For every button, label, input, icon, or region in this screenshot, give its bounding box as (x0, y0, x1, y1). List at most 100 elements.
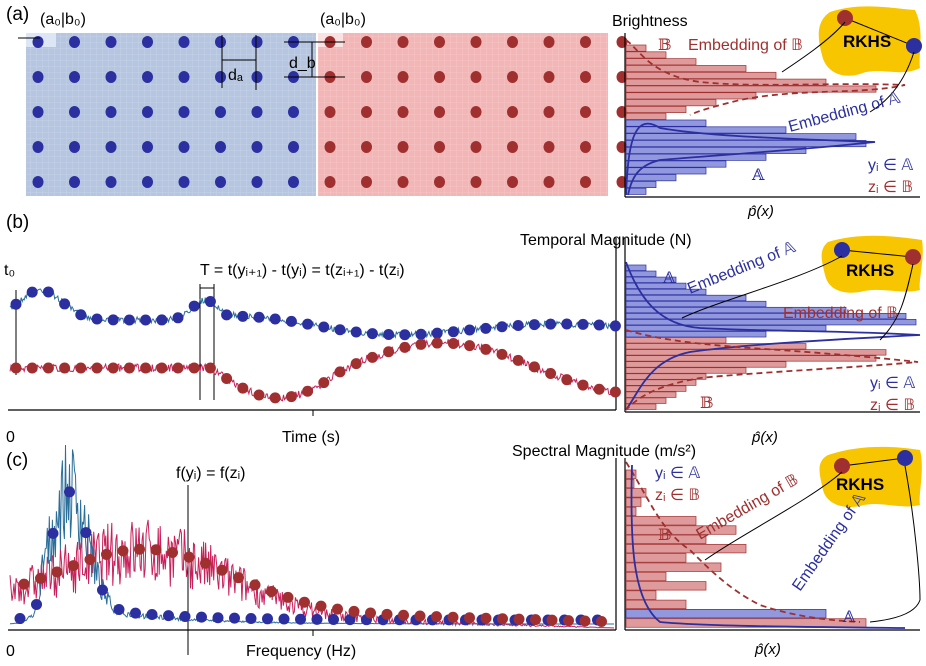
hist-bar-a (625, 294, 747, 302)
legend-y-a: yᵢ ∈ 𝔸 (868, 157, 913, 174)
red-dot (470, 36, 482, 48)
hist-bar-b (625, 478, 635, 489)
sample-y (285, 315, 297, 327)
embed-label-a: Embedding of 𝔸 (787, 90, 903, 136)
panel-a: (a) (a₀|b₀) (a₀|b₀) dₐ d_b Brightness p̂… (6, 4, 922, 220)
red-dot (543, 71, 555, 83)
blue-dot (105, 141, 117, 153)
spectral-sample-y (328, 614, 339, 626)
hist-bar-b (625, 58, 697, 66)
red-dot (361, 36, 372, 48)
hist-label-a: 𝔸 (751, 165, 765, 184)
hist-bar-b (625, 544, 747, 554)
sample-y (75, 309, 87, 321)
hist-bar-b (625, 361, 787, 368)
sample-z (156, 362, 168, 374)
sample-y (237, 310, 249, 322)
sample-z (237, 382, 249, 394)
hist-bar-a (625, 306, 847, 314)
blue-dot (178, 176, 190, 188)
sample-y (334, 324, 346, 336)
red-dot (543, 106, 555, 118)
spectral-sample-z (183, 551, 195, 563)
spectral-sample-y (212, 612, 224, 624)
hist-bar-b (625, 599, 687, 610)
panel-b-label: (b) (6, 212, 29, 233)
spectral-sample-z (398, 609, 409, 621)
sample-z (42, 362, 54, 374)
spectral-hist-label-b: 𝔹 (658, 525, 672, 544)
hist-bar-a (625, 300, 767, 308)
spectral-sample-z (381, 608, 393, 620)
sample-z (496, 348, 508, 360)
red-dot (543, 141, 555, 153)
sample-z (75, 362, 87, 374)
sample-z (334, 366, 346, 378)
red-dot (507, 106, 518, 118)
temporal-legend-y: yᵢ ∈ 𝔸 (870, 375, 915, 392)
red-dot (470, 106, 482, 118)
sample-y (545, 318, 557, 330)
temporal-histogram (625, 264, 917, 410)
hist-bar-b (625, 99, 717, 107)
spectral-legend-z: zᵢ ∈ 𝔹 (655, 487, 700, 504)
spectral-sample-z (35, 572, 46, 584)
temporal-trace-a (9, 288, 620, 339)
coord-label-a: (a₀|b₀) (40, 11, 86, 28)
image-b-texture (318, 33, 608, 196)
period-formula-text: T = t(yᵢ₊₁) - t(yᵢ) = t(zᵢ₊₁) - t(zᵢ) (200, 262, 405, 279)
red-dot (361, 176, 372, 188)
brightness-xlabel: p̂(x) (747, 203, 774, 220)
spectral-sample-y (278, 613, 290, 625)
spectral-sample-y (229, 612, 240, 624)
spectral-traces (9, 444, 615, 629)
red-dot (543, 176, 555, 188)
red-dot (434, 176, 445, 188)
blue-dot (215, 71, 226, 83)
sample-z (528, 361, 540, 373)
hist-bar-b (625, 373, 707, 380)
spectral-sample-z (84, 554, 96, 566)
hist-bar-b (625, 534, 707, 544)
hist-bar-a (625, 160, 727, 168)
blue-dot (32, 176, 44, 188)
spectral-sample-z (414, 610, 426, 622)
image-a-dot-grid (32, 36, 336, 188)
legend-z-a: zᵢ ∈ 𝔹 (868, 179, 913, 196)
red-dot (470, 176, 482, 188)
sample-y (609, 320, 621, 332)
red-dot (324, 176, 336, 188)
rkhs-label-c: RKHS (836, 475, 884, 494)
temporal-legend-z: zᵢ ∈ 𝔹 (870, 397, 915, 414)
blue-dot (251, 176, 263, 188)
db-label: d_b (289, 55, 316, 72)
red-dot (434, 71, 445, 83)
hist-bar-b (625, 571, 667, 582)
coord-label-b: (a₀|b₀) (320, 11, 366, 28)
blue-dot (251, 141, 263, 153)
spectral-sample-z (134, 543, 145, 555)
t0-label: t₀ (4, 262, 15, 279)
sample-y (318, 321, 330, 333)
blue-dot (251, 106, 263, 118)
hist-bar-a (625, 319, 917, 326)
temporal-hist-label-a: 𝔸 (662, 268, 676, 287)
sample-z (366, 351, 378, 363)
spectral-sample-z (233, 572, 244, 584)
red-dot (434, 106, 445, 118)
spectral-sample-y (344, 614, 356, 626)
sample-z (10, 362, 22, 374)
sample-y (593, 319, 605, 331)
blue-dot (251, 36, 263, 48)
spectral-embedding-point-a (897, 450, 913, 466)
hist-bar-a (625, 270, 657, 277)
sample-y (399, 329, 411, 341)
sample-y (123, 314, 135, 326)
panel-c-label: (c) (6, 450, 28, 471)
freq-xlabel: Frequency (Hz) (246, 643, 356, 660)
spectral-sample-z (480, 612, 492, 624)
hist-bar-a (625, 174, 677, 182)
blue-dot (32, 71, 44, 83)
blue-dot (215, 176, 226, 188)
spectral-sample-z (348, 605, 360, 617)
